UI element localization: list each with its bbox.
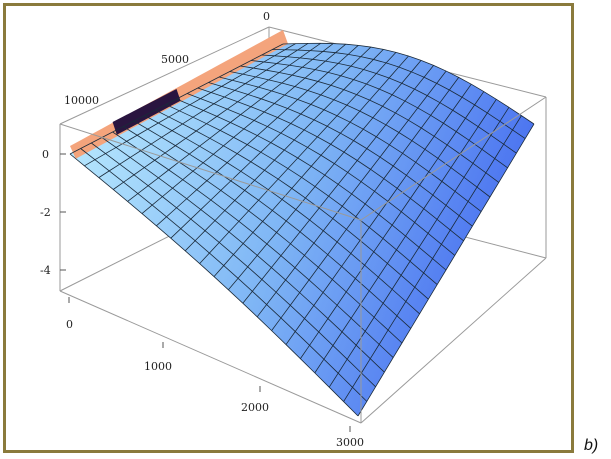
mesh-line [271,77,460,331]
z-tick-label: -4 [40,264,51,277]
mesh-line [240,65,500,183]
bounding-box-front [59,96,547,424]
mesh-line [272,49,526,139]
mesh-line [187,93,456,256]
surface-plot: 0 -2 -4 0 5000 10000 0 1000 2000 3000 [40,10,547,449]
mesh-line [228,60,422,291]
mesh-line [282,42,535,125]
x-tick-label: 2000 [241,401,269,414]
mesh-line [197,87,464,242]
y-tick-label: 5000 [161,53,189,66]
y-tick-label: 10000 [64,94,99,107]
x-tick-label: 3000 [336,436,364,449]
mesh-line [357,123,535,417]
mesh-line [229,71,491,198]
x-axis: 0 1000 2000 3000 [66,297,364,449]
figure-frame: 0 -2 -4 0 5000 10000 0 1000 2000 3000 [3,3,574,453]
x-tick-label: 1000 [144,360,172,373]
mesh-line [314,99,497,374]
z-tick-label: 0 [42,148,49,161]
z-axis: 0 -2 -4 [40,148,66,277]
mesh-line [219,76,482,212]
z-tick-label: -2 [40,206,51,219]
mesh-line [208,82,473,227]
mesh-line [256,70,447,318]
mesh-line [285,83,472,345]
mesh-line [242,65,434,304]
mesh-line [261,54,517,154]
mesh-line [343,115,522,402]
surface-mesh [69,30,535,417]
y-tick-label: 0 [263,10,270,23]
mesh-line [251,60,508,169]
x-tick-label: 0 [66,318,73,331]
y-axis: 0 5000 10000 [64,10,270,107]
mesh-line [176,98,447,271]
mesh-line [328,107,510,388]
panel-label: b) [584,437,599,454]
mesh-line [300,91,485,359]
